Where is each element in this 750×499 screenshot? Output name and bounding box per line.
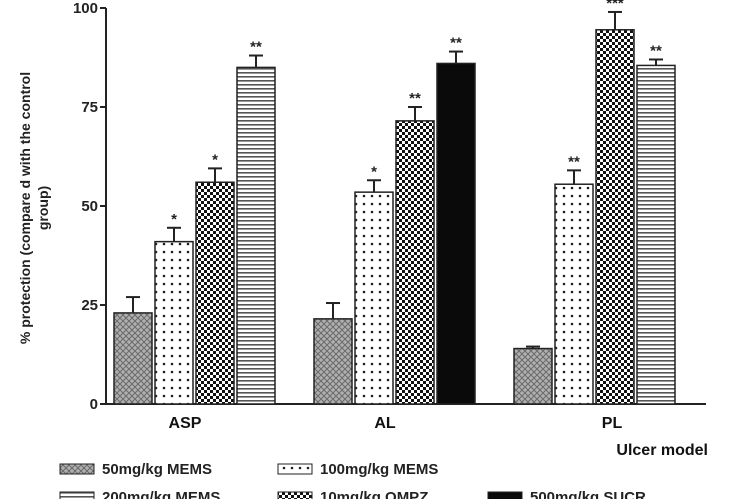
significance-label-asp-s4: ** bbox=[250, 39, 262, 56]
bar-asp-s1 bbox=[113, 312, 153, 405]
significance-label-pl-s4: ** bbox=[650, 42, 662, 59]
significance-label-asp-s2: * bbox=[171, 211, 177, 228]
bar-asp-s4 bbox=[236, 66, 276, 405]
bar-asp-s3 bbox=[195, 181, 235, 405]
significance-label-al-s2: * bbox=[371, 163, 377, 180]
significance-label-asp-s3: * bbox=[212, 151, 218, 168]
legend-swatch-200mg-mems bbox=[59, 491, 95, 499]
bar-pl-s2 bbox=[554, 183, 594, 405]
legend-label-50mg-mems: 50mg/kg MEMS bbox=[102, 461, 212, 478]
legend-swatch-500mg-sucr bbox=[487, 491, 523, 499]
bar-al-s3 bbox=[395, 120, 435, 405]
bars-layer: **************** bbox=[113, 0, 676, 405]
significance-label-pl-s3: *** bbox=[606, 0, 624, 12]
bar-asp-s2 bbox=[154, 240, 194, 405]
legend-swatch-50mg-mems bbox=[59, 463, 95, 475]
bar-pl-s4 bbox=[636, 64, 676, 405]
bar-al-s1 bbox=[313, 318, 353, 405]
significance-label-al-s5: ** bbox=[450, 35, 462, 52]
y-tick-label-25: 25 bbox=[81, 297, 98, 314]
significance-label-pl-s2: ** bbox=[568, 153, 580, 170]
legend-label-500mg-sucr: 500mg/kg SUCR bbox=[530, 489, 646, 499]
y-tick-label-50: 50 bbox=[81, 198, 98, 215]
legend-label-200mg-mems: 200mg/kg MEMS bbox=[102, 489, 220, 499]
significance-label-al-s3: ** bbox=[409, 90, 421, 107]
y-axis-title-line2: group) bbox=[35, 186, 51, 230]
bar-al-s5 bbox=[436, 62, 476, 405]
bar-al-s2 bbox=[354, 191, 394, 405]
legend-swatch-10mg-ompz bbox=[277, 491, 313, 499]
x-category-label-asp: ASP bbox=[169, 415, 202, 432]
legend-label-100mg-mems: 100mg/kg MEMS bbox=[320, 461, 438, 478]
x-category-label-al: AL bbox=[374, 415, 396, 432]
legend-label-10mg-ompz: 10mg/kg OMPZ bbox=[320, 489, 428, 499]
x-category-label-pl: PL bbox=[602, 415, 623, 432]
y-tick-label-0: 0 bbox=[90, 396, 98, 413]
y-tick-label-100: 100 bbox=[73, 0, 98, 17]
y-tick-label-75: 75 bbox=[81, 99, 98, 116]
y-axis-title: % protection (compare d with the control bbox=[17, 72, 33, 344]
bar-pl-s3 bbox=[595, 29, 635, 405]
x-axis-title: Ulcer model bbox=[616, 442, 708, 459]
legend-swatch-100mg-mems bbox=[277, 463, 313, 475]
bar-pl-s1 bbox=[513, 347, 553, 405]
